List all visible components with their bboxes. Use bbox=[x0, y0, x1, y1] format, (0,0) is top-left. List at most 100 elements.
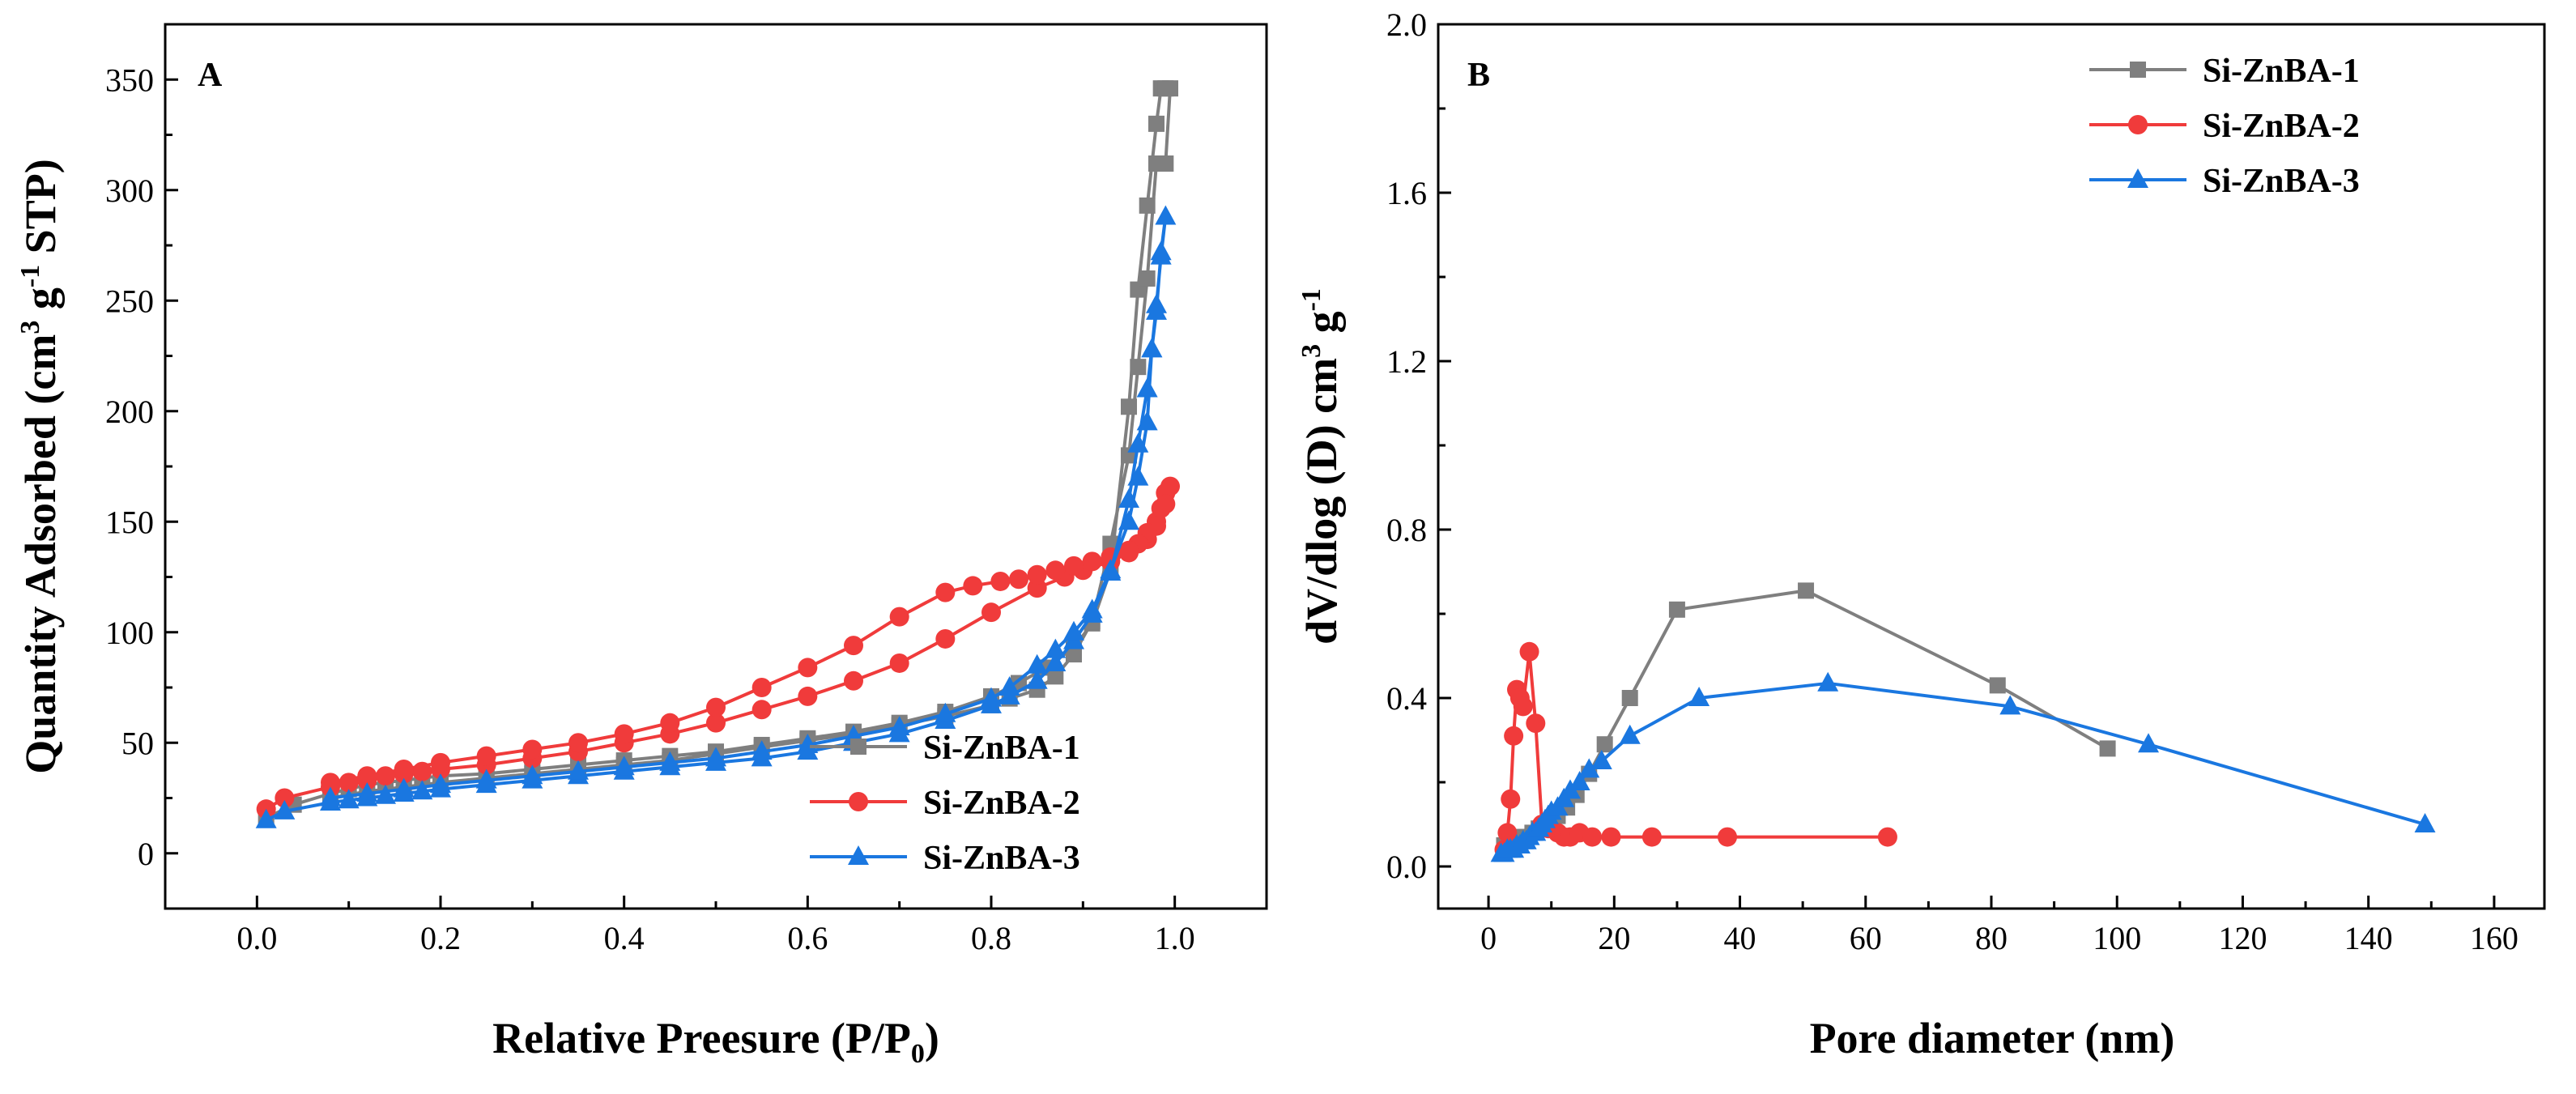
chart-b-data-point bbox=[1578, 758, 1600, 778]
chart-a-data-point bbox=[475, 768, 497, 789]
chart-a-data-point bbox=[752, 700, 772, 720]
chart-a-data-point bbox=[1045, 651, 1067, 671]
chart-a-legend-marker bbox=[850, 739, 866, 755]
chart-b-plot-area bbox=[1490, 582, 2436, 862]
chart-a-data-point bbox=[1118, 510, 1139, 530]
chart-b-data-point bbox=[1817, 671, 1839, 692]
chart-b-x-axis-title: Pore diameter (nm) bbox=[1810, 1014, 2175, 1062]
chart-b-data-point bbox=[1877, 827, 1897, 847]
chart-a-x-tick-label: 0.2 bbox=[420, 920, 461, 956]
chart-a: A 0.0 0.2 0.4 0.6 0.8 1.0 0 50 100 150 200 250 300 3… bbox=[15, 23, 1268, 1069]
chart-a-data-point bbox=[706, 697, 726, 717]
chart-a-data-point bbox=[990, 571, 1011, 591]
chart-a-legend-item: Si-ZnBA-1 bbox=[810, 730, 1080, 767]
chart-b-x-tick-label: 100 bbox=[2093, 920, 2141, 956]
chart-a-data-point bbox=[1063, 620, 1084, 641]
chart-a-data-point bbox=[659, 751, 681, 771]
chart-a-y-tick-label: 100 bbox=[105, 615, 154, 651]
chart-b-data-point bbox=[1688, 687, 1710, 706]
chart-b-data-point bbox=[1569, 771, 1590, 790]
chart-a-data-point bbox=[1064, 556, 1084, 576]
chart-a-data-point bbox=[431, 752, 450, 773]
chart-a-data-point bbox=[275, 788, 295, 808]
chart-b-legend: Si-ZnBA-1 Si-ZnBA-2 Si-ZnBA-3 bbox=[2089, 53, 2360, 200]
chart-a-data-point bbox=[798, 686, 818, 706]
chart-a-data-point bbox=[1118, 487, 1139, 508]
chart-a-data-point bbox=[568, 733, 588, 753]
chart-a-data-point bbox=[844, 636, 863, 656]
chart-b-data-point bbox=[2414, 813, 2436, 832]
chart-a-data-point bbox=[412, 761, 432, 781]
chart-a-data-point bbox=[1121, 398, 1137, 415]
chart-a-data-point bbox=[1127, 432, 1149, 453]
chart-a-ylabel-sup2: -1 bbox=[15, 265, 45, 287]
chart-b-data-point bbox=[1668, 601, 1685, 618]
chart-a-data-point bbox=[376, 766, 395, 786]
chart-b-data-point bbox=[1621, 690, 1638, 706]
chart-b-data-point bbox=[1526, 713, 1546, 734]
chart-a-y-ticks: 0 50 100 150 200 250 300 350 bbox=[105, 62, 178, 872]
chart-a-ylabel-mid: g bbox=[16, 287, 65, 321]
chart-b-data-point bbox=[1798, 582, 1815, 599]
chart-b-y-tick-label: 1.2 bbox=[1386, 343, 1427, 380]
chart-a-x-tick-label: 0.8 bbox=[971, 920, 1011, 956]
chart-a-data-point bbox=[411, 780, 433, 800]
chart-a-data-point bbox=[1047, 668, 1064, 685]
chart-a-data-point bbox=[981, 687, 1002, 707]
chart-a-xlabel-end: ) bbox=[925, 1014, 939, 1062]
chart-a-ylabel-sup1: 3 bbox=[15, 321, 45, 334]
chart-a-data-point bbox=[1156, 494, 1176, 514]
chart-b-data-point bbox=[1590, 750, 1612, 769]
chart-a-data-point bbox=[1160, 476, 1180, 496]
chart-a-data-point bbox=[1027, 564, 1047, 585]
chart-a-data-point bbox=[752, 678, 772, 697]
chart-a-data-point bbox=[394, 760, 414, 780]
chart-b-legend-label: Si-ZnBA-3 bbox=[2203, 163, 2360, 200]
chart-a-series-si-znba-2 bbox=[256, 476, 1180, 819]
chart-a-data-point bbox=[338, 773, 359, 793]
chart-b-data-point bbox=[1497, 823, 1518, 843]
chart-b-legend-marker bbox=[2127, 168, 2148, 188]
chart-b-data-point bbox=[1582, 827, 1603, 847]
chart-b-legend-label: Si-ZnBA-1 bbox=[2203, 53, 2360, 90]
chart-a-data-point bbox=[1139, 270, 1156, 287]
chart-a-x-ticks: 0.0 0.2 0.4 0.6 0.8 1.0 bbox=[236, 896, 1195, 956]
chart-b-x-ticks: 0 20 40 60 80 100 120 140 160 bbox=[1480, 896, 2519, 956]
chart-a-ylabel-end: STP) bbox=[16, 159, 65, 265]
chart-a-data-point bbox=[935, 628, 956, 649]
chart-a-data-point bbox=[1026, 653, 1048, 674]
chart-b-legend-item: Si-ZnBA-2 bbox=[2089, 108, 2360, 145]
chart-b-x-tick-label: 0 bbox=[1480, 920, 1497, 956]
chart-a-data-point bbox=[935, 582, 956, 602]
chart-b-data-point bbox=[1641, 827, 1662, 847]
chart-a-data-point bbox=[356, 782, 378, 802]
chart-b-series-line bbox=[1501, 681, 2426, 856]
chart-b-legend-label: Si-ZnBA-2 bbox=[2203, 108, 2360, 145]
chart-b-data-point bbox=[2138, 733, 2160, 753]
chart-b-ylabel-sup2: -1 bbox=[1297, 288, 1326, 311]
chart-b-ylabel-main: dV/dlog (D) cm bbox=[1297, 358, 1346, 645]
chart-a-data-point bbox=[1130, 359, 1147, 376]
chart-b-data-point bbox=[1513, 696, 1533, 717]
chart-b-legend-marker bbox=[2130, 62, 2146, 78]
chart-a-legend-marker bbox=[849, 792, 868, 811]
chart-b: B 0 20 40 60 80 100 120 140 160 0.0 0.4 0.8 1.2 1.6 2… bbox=[1297, 6, 2546, 1062]
chart-a-data-point bbox=[706, 713, 726, 733]
chart-b-y-tick-label: 1.6 bbox=[1386, 175, 1427, 211]
chart-b-frame bbox=[1437, 23, 2546, 910]
chart-b-legend-item: Si-ZnBA-1 bbox=[2089, 53, 2360, 90]
chart-b-legend-marker bbox=[2128, 115, 2148, 134]
chart-a-data-point bbox=[1102, 535, 1119, 552]
chart-a-data-point bbox=[613, 756, 635, 776]
chart-b-data-point bbox=[1519, 641, 1539, 662]
chart-a-data-point bbox=[1009, 569, 1028, 590]
chart-a-y-axis-title: Quantity Adsorbed (cm3 g-1 STP) bbox=[15, 159, 65, 773]
chart-a-data-point bbox=[889, 653, 909, 673]
chart-b-y-axis-title: dV/dlog (D) cm3 g-1 bbox=[1297, 288, 1346, 645]
chart-a-data-point bbox=[1162, 80, 1178, 97]
chart-a-legend-label: Si-ZnBA-3 bbox=[923, 840, 1080, 877]
chart-a-panel-label: A bbox=[198, 57, 223, 94]
chart-a-x-tick-label: 0.0 bbox=[236, 920, 277, 956]
chart-a-data-point bbox=[1066, 646, 1082, 663]
chart-b-panel-label: B bbox=[1467, 57, 1490, 94]
